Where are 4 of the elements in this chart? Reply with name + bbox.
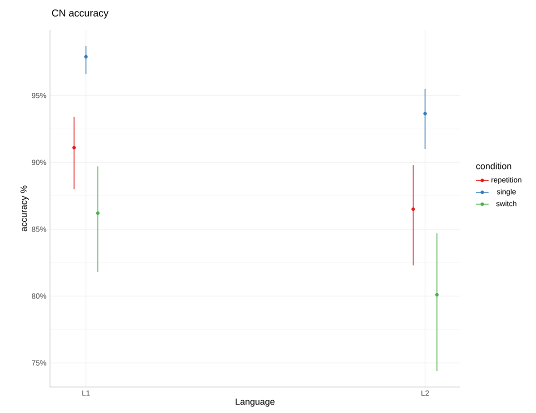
y-axis-title: accuracy % [20,186,29,232]
chart-title: CN accuracy [52,9,109,18]
x-axis-title: Language [236,398,275,407]
legend-title: condition [476,162,512,170]
